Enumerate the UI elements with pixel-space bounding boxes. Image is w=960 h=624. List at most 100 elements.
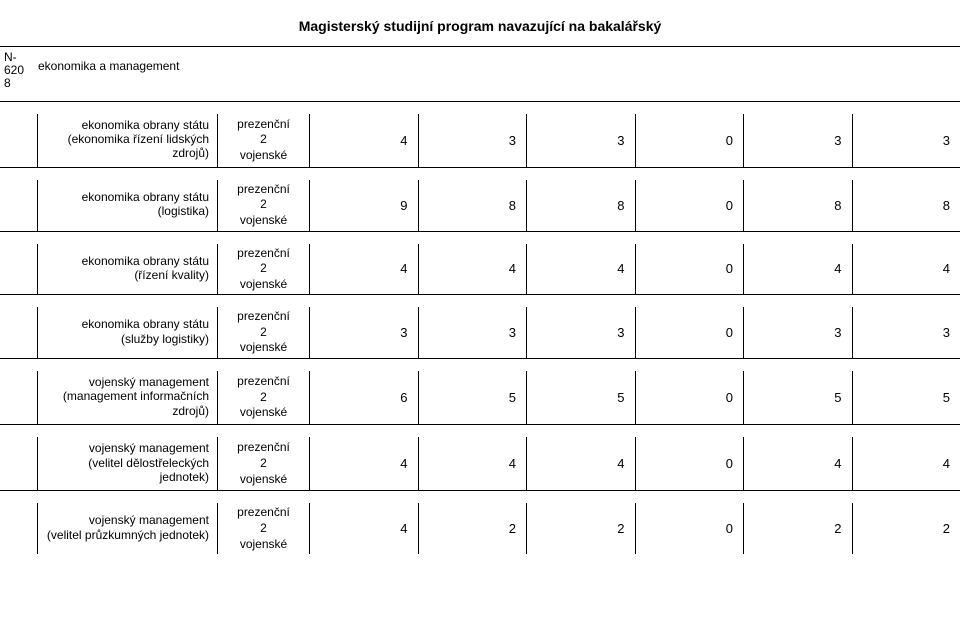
row-spacer bbox=[0, 180, 38, 231]
study-form: prezenční 2 vojenské bbox=[218, 503, 310, 554]
cell: 4 bbox=[527, 244, 636, 295]
cell: 4 bbox=[744, 244, 853, 295]
cell: 2 bbox=[744, 503, 853, 554]
cell: 0 bbox=[636, 437, 745, 490]
cell: 4 bbox=[853, 244, 960, 295]
study-l2: 2 bbox=[218, 521, 309, 537]
row-label-l2: (řízení kvality) bbox=[44, 268, 209, 282]
row-label-l2: (velitel dělostřeleckých jednotek) bbox=[44, 456, 209, 485]
row-spacer bbox=[0, 114, 38, 167]
cell: 9 bbox=[310, 180, 419, 231]
row-label-l1: vojenský management bbox=[44, 441, 209, 455]
cell: 3 bbox=[310, 307, 419, 358]
study-form: prezenční 2 vojenské bbox=[218, 244, 310, 295]
row-label: ekonomika obrany státu (řízení kvality) bbox=[38, 244, 218, 295]
study-l1: prezenční bbox=[218, 309, 309, 325]
row-spacer bbox=[0, 503, 38, 554]
cell: 3 bbox=[419, 307, 528, 358]
study-l3: vojenské bbox=[218, 277, 309, 293]
cell: 2 bbox=[527, 503, 636, 554]
study-l2: 2 bbox=[218, 325, 309, 341]
cell: 4 bbox=[310, 114, 419, 167]
row-label-l1: vojenský management bbox=[44, 375, 209, 389]
study-form: prezenční 2 vojenské bbox=[218, 437, 310, 490]
row-spacer bbox=[0, 244, 38, 295]
cell: 4 bbox=[310, 437, 419, 490]
study-l3: vojenské bbox=[218, 340, 309, 356]
row-label-l2: (velitel průzkumných jednotek) bbox=[44, 528, 209, 542]
row-label: vojenský management (velitel průzkumných… bbox=[38, 503, 218, 554]
data-row: ekonomika obrany státu (ekonomika řízení… bbox=[0, 102, 960, 168]
study-l1: prezenční bbox=[218, 182, 309, 198]
study-l3: vojenské bbox=[218, 537, 309, 553]
study-l3: vojenské bbox=[218, 213, 309, 229]
study-l3: vojenské bbox=[218, 405, 309, 421]
study-l3: vojenské bbox=[218, 472, 309, 488]
row-label-l1: ekonomika obrany státu bbox=[44, 317, 209, 331]
study-form: prezenční 2 vojenské bbox=[218, 307, 310, 358]
cell: 2 bbox=[853, 503, 960, 554]
row-label-l2: (management informačních bbox=[44, 389, 209, 403]
data-row: ekonomika obrany státu (služby logistiky… bbox=[0, 295, 960, 359]
page-title: Magisterský studijní program navazující … bbox=[0, 0, 960, 42]
row-label-l2: (ekonomika řízení lidských zdrojů) bbox=[44, 132, 209, 161]
cell: 5 bbox=[419, 371, 528, 424]
data-row: vojenský management (management informač… bbox=[0, 359, 960, 425]
cell: 0 bbox=[636, 503, 745, 554]
row-label-l2: (logistika) bbox=[44, 204, 209, 218]
row-label: vojenský management (management informač… bbox=[38, 371, 218, 424]
row-label: vojenský management (velitel dělostřelec… bbox=[38, 437, 218, 490]
section-header: N- 620 8 ekonomika a management bbox=[0, 47, 960, 102]
cell: 8 bbox=[419, 180, 528, 231]
cell: 8 bbox=[527, 180, 636, 231]
study-l2: 2 bbox=[218, 197, 309, 213]
row-label: ekonomika obrany státu (služby logistiky… bbox=[38, 307, 218, 358]
data-row: ekonomika obrany státu (logistika) preze… bbox=[0, 168, 960, 232]
cell: 3 bbox=[744, 114, 853, 167]
cell: 3 bbox=[853, 307, 960, 358]
study-l1: prezenční bbox=[218, 246, 309, 262]
row-spacer bbox=[0, 437, 38, 490]
study-l2: 2 bbox=[218, 261, 309, 277]
study-l2: 2 bbox=[218, 456, 309, 472]
cell: 0 bbox=[636, 244, 745, 295]
cell: 4 bbox=[419, 244, 528, 295]
study-l1: prezenční bbox=[218, 440, 309, 456]
cell: 4 bbox=[419, 437, 528, 490]
row-label-l1: vojenský management bbox=[44, 513, 209, 527]
cell: 8 bbox=[853, 180, 960, 231]
study-l1: prezenční bbox=[218, 374, 309, 390]
row-spacer bbox=[0, 371, 38, 424]
cell: 0 bbox=[636, 307, 745, 358]
cell: 4 bbox=[310, 503, 419, 554]
cell: 0 bbox=[636, 180, 745, 231]
cell: 3 bbox=[419, 114, 528, 167]
cell: 5 bbox=[853, 371, 960, 424]
section-code: N- 620 8 bbox=[4, 51, 38, 91]
study-l1: prezenční bbox=[218, 117, 309, 133]
cell: 4 bbox=[527, 437, 636, 490]
row-label: ekonomika obrany státu (logistika) bbox=[38, 180, 218, 231]
row-label-l1: ekonomika obrany státu bbox=[44, 190, 209, 204]
cell: 5 bbox=[744, 371, 853, 424]
section-name: ekonomika a management bbox=[38, 51, 960, 73]
row-label-l2: (služby logistiky) bbox=[44, 332, 209, 346]
data-row: vojenský management (velitel dělostřelec… bbox=[0, 425, 960, 491]
cell: 4 bbox=[744, 437, 853, 490]
study-form: prezenční 2 vojenské bbox=[218, 371, 310, 424]
cell: 2 bbox=[419, 503, 528, 554]
cell: 0 bbox=[636, 114, 745, 167]
data-row: vojenský management (velitel průzkumných… bbox=[0, 491, 960, 554]
cell: 3 bbox=[527, 307, 636, 358]
cell: 3 bbox=[527, 114, 636, 167]
row-label-l1: ekonomika obrany státu bbox=[44, 254, 209, 268]
cell: 3 bbox=[853, 114, 960, 167]
row-label: ekonomika obrany státu (ekonomika řízení… bbox=[38, 114, 218, 167]
row-label-l1: ekonomika obrany státu bbox=[44, 118, 209, 132]
study-l2: 2 bbox=[218, 132, 309, 148]
cell: 5 bbox=[527, 371, 636, 424]
cell: 8 bbox=[744, 180, 853, 231]
study-l1: prezenční bbox=[218, 505, 309, 521]
row-label-l3: zdrojů) bbox=[44, 404, 209, 418]
cell: 4 bbox=[853, 437, 960, 490]
